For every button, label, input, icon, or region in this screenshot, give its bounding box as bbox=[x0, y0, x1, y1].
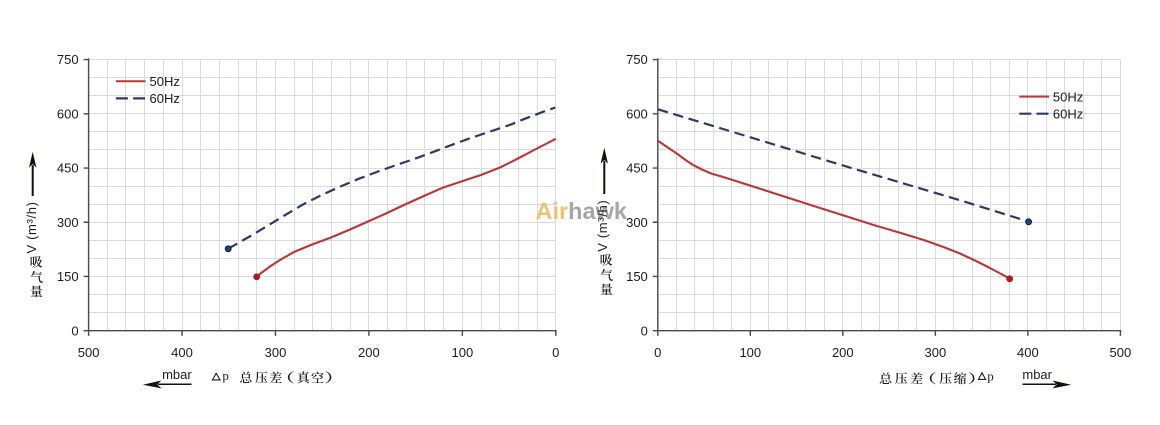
svg-text:Airhawk: Airhawk bbox=[536, 198, 628, 224]
svg-text:0: 0 bbox=[641, 323, 648, 338]
svg-text:500: 500 bbox=[1110, 345, 1132, 360]
svg-text:50Hz: 50Hz bbox=[150, 74, 180, 89]
svg-text:300: 300 bbox=[925, 345, 947, 360]
svg-text:100: 100 bbox=[739, 345, 761, 360]
svg-text:p: p bbox=[987, 368, 994, 383]
svg-text:500: 500 bbox=[78, 345, 100, 360]
svg-text:300: 300 bbox=[626, 215, 648, 230]
svg-text:V (m³/h): V (m³/h) bbox=[595, 200, 610, 252]
svg-text:p: p bbox=[222, 368, 229, 383]
svg-text:0: 0 bbox=[552, 345, 559, 360]
svg-text:600: 600 bbox=[626, 106, 648, 121]
svg-text:0: 0 bbox=[654, 345, 661, 360]
svg-text:150: 150 bbox=[626, 269, 648, 284]
svg-text:450: 450 bbox=[57, 161, 79, 176]
svg-text:V (m³/h): V (m³/h) bbox=[24, 201, 39, 253]
svg-text:300: 300 bbox=[57, 215, 79, 230]
svg-text:60Hz: 60Hz bbox=[1053, 106, 1083, 121]
svg-text:50Hz: 50Hz bbox=[1053, 89, 1083, 104]
svg-text:60Hz: 60Hz bbox=[150, 91, 180, 106]
svg-text:200: 200 bbox=[358, 345, 380, 360]
svg-text:150: 150 bbox=[57, 269, 79, 284]
svg-text:400: 400 bbox=[1017, 345, 1039, 360]
svg-text:300: 300 bbox=[265, 345, 287, 360]
svg-text:750: 750 bbox=[626, 52, 648, 67]
svg-text:mbar: mbar bbox=[1022, 367, 1052, 382]
svg-text:0: 0 bbox=[71, 323, 78, 338]
svg-text:200: 200 bbox=[832, 345, 854, 360]
svg-text:450: 450 bbox=[626, 161, 648, 176]
svg-text:100: 100 bbox=[452, 345, 474, 360]
svg-text:mbar: mbar bbox=[162, 367, 192, 382]
svg-text:600: 600 bbox=[57, 106, 79, 121]
svg-text:400: 400 bbox=[171, 345, 193, 360]
svg-text:750: 750 bbox=[57, 52, 79, 67]
